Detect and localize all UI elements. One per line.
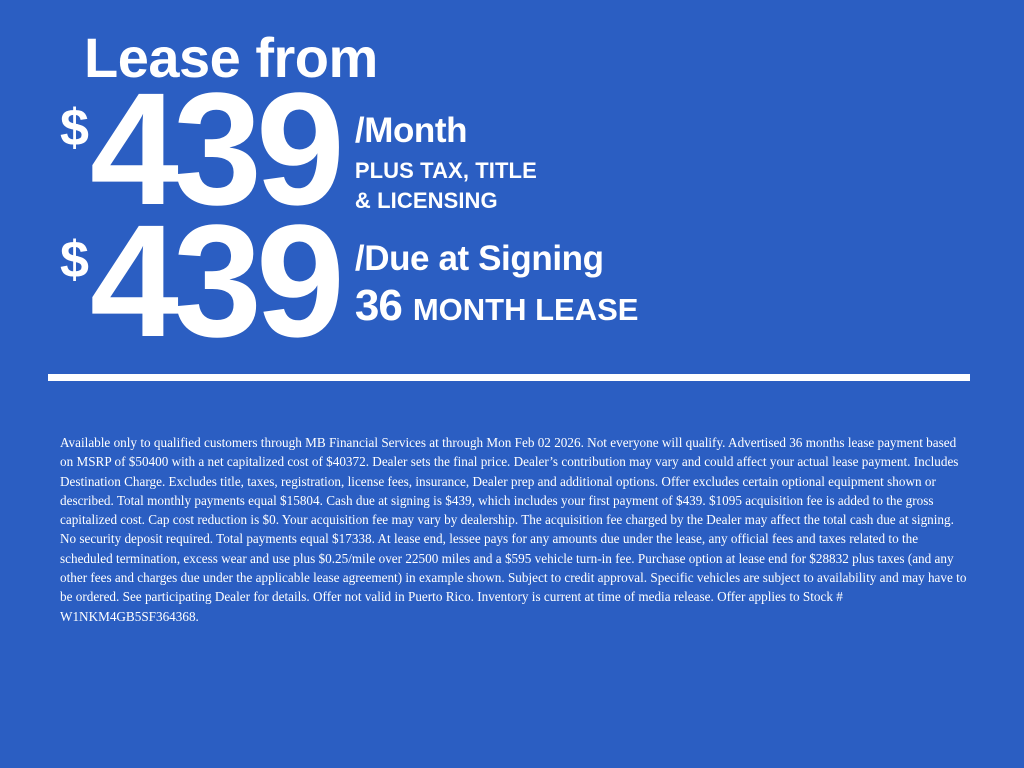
- due-at-signing-details: /Due at Signing 36 MONTH LEASE: [355, 222, 639, 328]
- due-at-signing-price-row: $ 439 /Due at Signing 36 MONTH LEASE: [60, 191, 639, 370]
- monthly-term-label: /Month: [354, 111, 468, 150]
- monthly-price-figure: $ 439: [60, 59, 345, 238]
- horizontal-divider: [48, 374, 970, 381]
- due-at-signing-price-figure: $ 439: [60, 191, 345, 370]
- monthly-currency-symbol: $: [60, 99, 89, 157]
- monthly-price-row: $ 439 /Month PLUS TAX, TITLE & LICENSING: [60, 59, 537, 238]
- lease-term-label: MONTH LEASE: [412, 291, 639, 327]
- monthly-disclaimer-line-2: & LICENSING: [354, 188, 498, 214]
- page-title: Lease from: [84, 26, 378, 89]
- monthly-price-details: /Month PLUS TAX, TITLE & LICENSING: [355, 90, 537, 217]
- due-at-signing-price-amount: 439: [89, 191, 345, 370]
- lease-term-months: 36: [354, 280, 403, 330]
- due-at-signing-term-label: /Due at Signing: [354, 239, 604, 278]
- lease-term-row: 36 MONTH LEASE: [354, 280, 639, 330]
- due-at-signing-currency-symbol: $: [60, 231, 89, 289]
- monthly-price-amount: 439: [89, 59, 345, 238]
- monthly-disclaimer-line-1: PLUS TAX, TITLE: [354, 157, 537, 183]
- disclaimer-text: Available only to qualified customers th…: [60, 435, 967, 624]
